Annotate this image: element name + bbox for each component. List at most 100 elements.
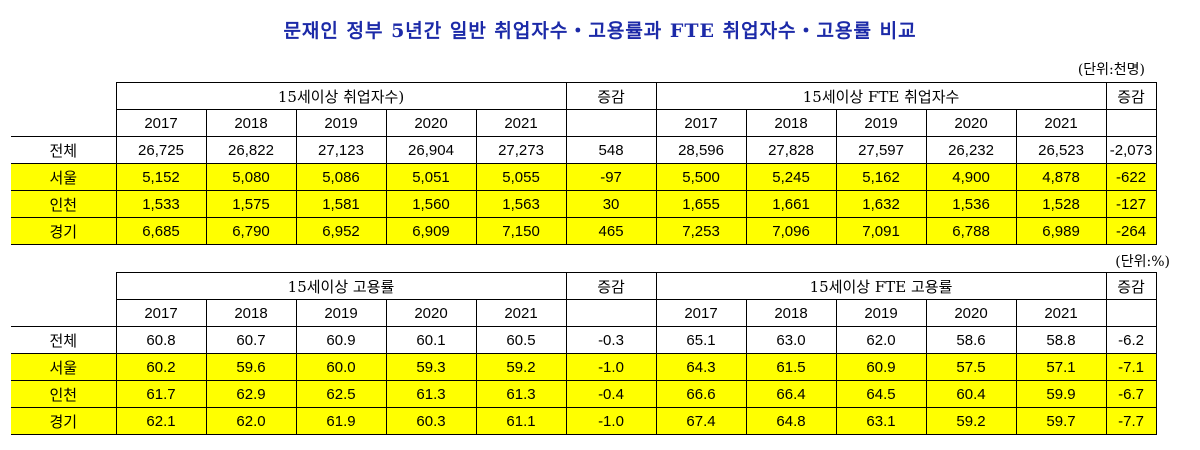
fte-value: 1,632 — [835, 190, 927, 218]
general-value: 61.7 — [115, 380, 207, 408]
fte-value: 5,500 — [655, 163, 747, 191]
empty-cell — [1105, 299, 1157, 327]
general-value: 61.3 — [385, 380, 477, 408]
empty-cell — [565, 299, 657, 327]
general-value: 62.9 — [205, 380, 297, 408]
fte-change: -127 — [1105, 190, 1157, 218]
fte-change: -622 — [1105, 163, 1157, 191]
fte-change: -6.7 — [1105, 380, 1157, 408]
year-header: 2021 — [475, 109, 567, 137]
change-header: 증감 — [565, 272, 657, 300]
general-value: 60.2 — [115, 353, 207, 381]
general-value: 59.6 — [205, 353, 297, 381]
fte-value: 59.2 — [925, 407, 1017, 435]
table-row: 인천 61.7 62.9 62.5 61.3 61.3 -0.4 66.6 66.4 64.5 60… — [11, 380, 1157, 408]
employment-rate-table: 15세이상 고용률 증감 15세이상 FTE 고용률 증감 2017 2018 2019 20… — [11, 272, 1157, 435]
general-value: 1,533 — [115, 190, 207, 218]
general-value: 6,909 — [385, 217, 477, 245]
fte-value: 63.1 — [835, 407, 927, 435]
fte-value: 66.6 — [655, 380, 747, 408]
change-header: 증감 — [1105, 272, 1157, 300]
general-value: 1,563 — [475, 190, 567, 218]
general-value: 5,152 — [115, 163, 207, 191]
fte-value: 5,245 — [745, 163, 837, 191]
fte-value: 27,597 — [835, 136, 927, 164]
year-header: 2019 — [295, 299, 387, 327]
general-value: 27,273 — [475, 136, 567, 164]
fte-value: 63.0 — [745, 326, 837, 354]
year-header: 2019 — [835, 299, 927, 327]
general-value: 1,560 — [385, 190, 477, 218]
fte-value: 1,655 — [655, 190, 747, 218]
fte-value: 64.3 — [655, 353, 747, 381]
fte-value: 66.4 — [745, 380, 837, 408]
fte-value: 62.0 — [835, 326, 927, 354]
general-value: 60.5 — [475, 326, 567, 354]
general-change: 548 — [565, 136, 657, 164]
general-value: 59.2 — [475, 353, 567, 381]
corner-cell — [11, 109, 117, 137]
general-value: 62.1 — [115, 407, 207, 435]
fte-value: 4,878 — [1015, 163, 1107, 191]
general-change: 30 — [565, 190, 657, 218]
fte-value: 4,900 — [925, 163, 1017, 191]
region-label: 경기 — [11, 217, 117, 245]
fte-value: 1,536 — [925, 190, 1017, 218]
year-header: 2020 — [925, 299, 1017, 327]
general-change: -97 — [565, 163, 657, 191]
general-value: 5,051 — [385, 163, 477, 191]
fte-value: 1,528 — [1015, 190, 1107, 218]
fte-value: 58.6 — [925, 326, 1017, 354]
region-label: 경기 — [11, 407, 117, 435]
group-header-general: 15세이상 취업자수) — [115, 82, 567, 110]
year-header: 2019 — [835, 109, 927, 137]
general-value: 6,685 — [115, 217, 207, 245]
fte-value: 65.1 — [655, 326, 747, 354]
general-value: 62.0 — [205, 407, 297, 435]
group-header-fte: 15세이상 FTE 취업자수 — [655, 82, 1107, 110]
year-header: 2018 — [745, 109, 837, 137]
general-value: 60.1 — [385, 326, 477, 354]
fte-value: 26,523 — [1015, 136, 1107, 164]
employment-table: 15세이상 취업자수) 증감 15세이상 FTE 취업자수 증감 2017 2018 201… — [11, 82, 1157, 245]
document-title: 문재인 정부 5년간 일반 취업자수・고용률과 FTE 취업자수・고용률 비교 — [283, 20, 917, 42]
fte-change: -6.2 — [1105, 326, 1157, 354]
fte-value: 57.1 — [1015, 353, 1107, 381]
group-header-general: 15세이상 고용률 — [115, 272, 567, 300]
group-header-fte: 15세이상 FTE 고용률 — [655, 272, 1107, 300]
corner-cell — [11, 272, 117, 300]
year-header: 2017 — [655, 109, 747, 137]
table-row: 인천 1,533 1,575 1,581 1,560 1,563 30 1,655 1,661 1… — [11, 190, 1157, 218]
fte-value: 1,661 — [745, 190, 837, 218]
general-change: -0.4 — [565, 380, 657, 408]
year-header: 2020 — [385, 109, 477, 137]
general-value: 60.9 — [295, 326, 387, 354]
fte-change: -2,073 — [1105, 136, 1157, 164]
fte-value: 57.5 — [925, 353, 1017, 381]
general-change: -1.0 — [565, 353, 657, 381]
fte-value: 60.4 — [925, 380, 1017, 408]
table-row: 전체 26,725 26,822 27,123 26,904 27,273 548 28,59… — [11, 136, 1157, 164]
change-header: 증감 — [565, 82, 657, 110]
general-value: 60.3 — [385, 407, 477, 435]
year-header: 2021 — [475, 299, 567, 327]
fte-value: 58.8 — [1015, 326, 1107, 354]
year-header: 2017 — [115, 299, 207, 327]
fte-value: 64.8 — [745, 407, 837, 435]
year-header: 2018 — [745, 299, 837, 327]
general-value: 5,080 — [205, 163, 297, 191]
year-header: 2021 — [1015, 299, 1107, 327]
fte-value: 7,091 — [835, 217, 927, 245]
general-value: 1,581 — [295, 190, 387, 218]
region-label: 전체 — [11, 136, 117, 164]
corner-cell — [11, 82, 117, 110]
fte-value: 59.7 — [1015, 407, 1107, 435]
fte-value: 60.9 — [835, 353, 927, 381]
general-value: 59.3 — [385, 353, 477, 381]
general-value: 61.1 — [475, 407, 567, 435]
table-row: 전체 60.8 60.7 60.9 60.1 60.5 -0.3 65.1 63.0 62.0 58… — [11, 326, 1157, 354]
general-value: 61.9 — [295, 407, 387, 435]
region-label: 서울 — [11, 353, 117, 381]
fte-value: 5,162 — [835, 163, 927, 191]
corner-cell — [11, 299, 117, 327]
